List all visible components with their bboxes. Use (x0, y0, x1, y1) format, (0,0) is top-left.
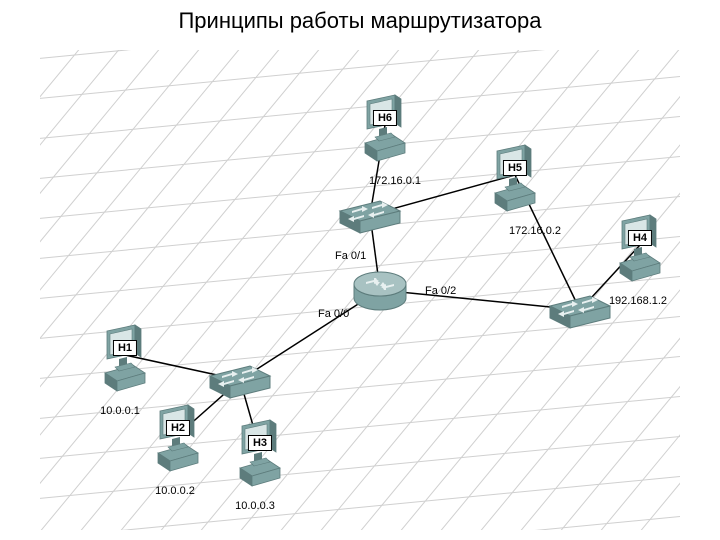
host-label-H6: H6 (373, 110, 397, 126)
host-H6 (365, 95, 405, 161)
network-diagram: H1 10.0.0.1 H2 10.0.0.2 H3 10.0.0.3 H4 192.168.… (40, 50, 680, 530)
host-H4 (620, 215, 660, 281)
host-label-H1: H1 (113, 340, 137, 356)
page-title: Принципы работы маршрутизатора (0, 8, 720, 34)
port-label-1: Fa 0/0 (318, 308, 349, 320)
host-H2 (158, 405, 198, 471)
port-label-0: Fa 0/1 (335, 250, 366, 262)
host-H3 (240, 420, 280, 486)
host-label-H4: H4 (628, 230, 652, 246)
host-label-H5: H5 (503, 160, 527, 176)
switch-sw3 (550, 296, 610, 328)
ip-label-H3: 10.0.0.3 (235, 500, 275, 512)
ip-label-H6: 172.16.0.1 (369, 175, 421, 187)
host-label-H2: H2 (166, 420, 190, 436)
ip-label-H2: 10.0.0.2 (155, 485, 195, 497)
host-label-H3: H3 (248, 435, 272, 451)
port-label-2: Fa 0/2 (425, 285, 456, 297)
ip-label-H5: 172.16.0.2 (509, 225, 561, 237)
ip-label-H1: 10.0.0.1 (100, 405, 140, 417)
router (354, 272, 406, 310)
ip-label-H4: 192.168.1.2 (609, 295, 667, 307)
diagram-svg (40, 50, 680, 530)
host-H5 (495, 145, 535, 211)
switch-sw2 (210, 366, 270, 398)
